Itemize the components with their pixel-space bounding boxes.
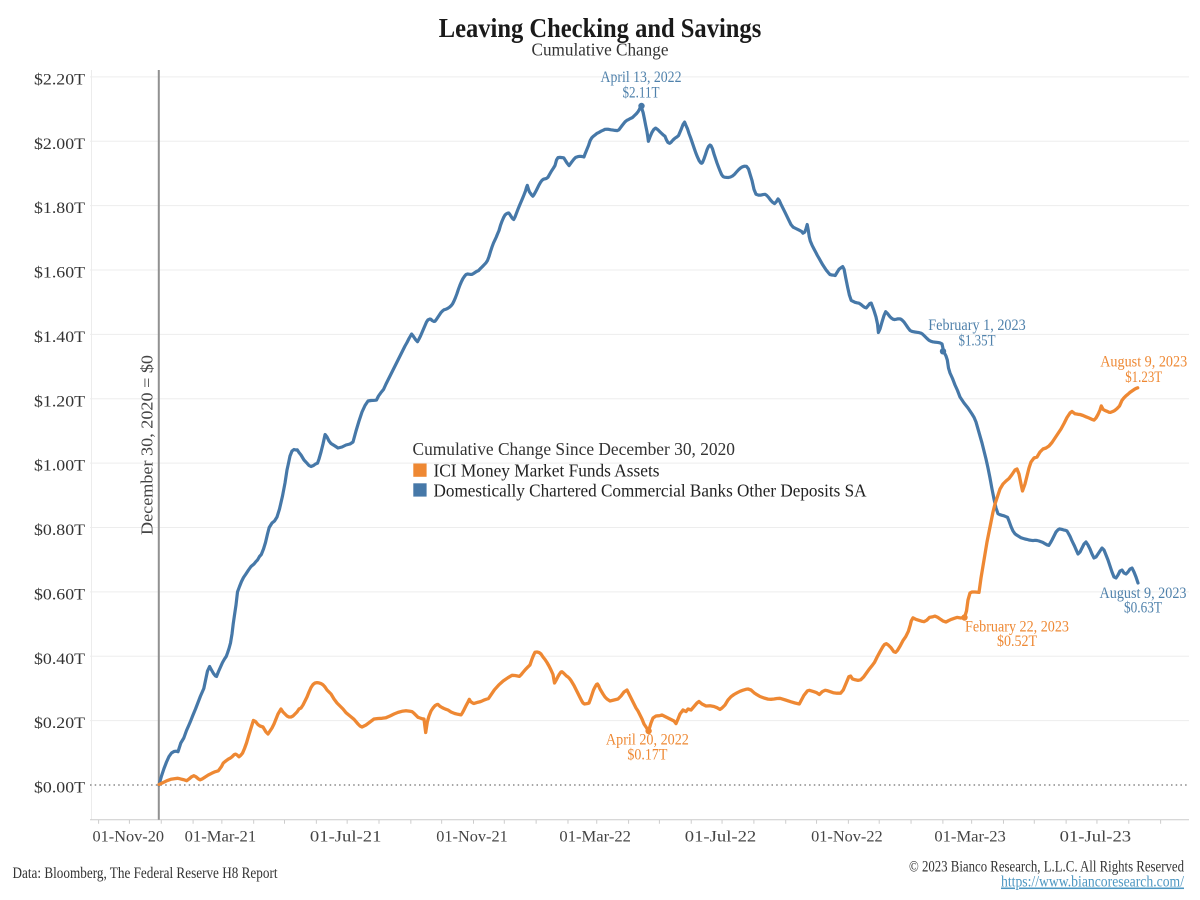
svg-text:$1.20T: $1.20T bbox=[34, 393, 85, 410]
svg-text:$0.17T: $0.17T bbox=[627, 746, 667, 763]
svg-text:$1.35T: $1.35T bbox=[959, 333, 996, 350]
svg-text:$1.00T: $1.00T bbox=[34, 458, 85, 475]
svg-text:February 22, 2023: February 22, 2023 bbox=[965, 619, 1069, 636]
svg-text:August 9, 2023: August 9, 2023 bbox=[1100, 354, 1187, 371]
svg-text:$1.60T: $1.60T bbox=[34, 265, 85, 282]
svg-text:Leaving Checking and Savings: Leaving Checking and Savings bbox=[439, 13, 762, 43]
svg-text:$0.60T: $0.60T bbox=[34, 586, 85, 603]
svg-text:01-Mar-21: 01-Mar-21 bbox=[185, 829, 257, 846]
svg-text:01-Nov-20: 01-Nov-20 bbox=[93, 829, 165, 846]
svg-text:01-Nov-22: 01-Nov-22 bbox=[811, 829, 883, 846]
svg-text:ICI Money Market Funds Assets: ICI Money Market Funds Assets bbox=[434, 461, 660, 481]
svg-text:Cumulative Change Since Decemb: Cumulative Change Since December 30, 202… bbox=[413, 439, 736, 459]
svg-text:December 30, 2020 = $0: December 30, 2020 = $0 bbox=[138, 355, 157, 535]
svg-text:$0.80T: $0.80T bbox=[34, 522, 85, 539]
svg-text:April 13, 2022: April 13, 2022 bbox=[601, 69, 682, 86]
svg-text:$0.63T: $0.63T bbox=[1124, 600, 1162, 617]
svg-text:$2.00T: $2.00T bbox=[34, 136, 85, 153]
svg-text:$0.40T: $0.40T bbox=[34, 651, 85, 668]
svg-text:01-Mar-23: 01-Mar-23 bbox=[934, 829, 1006, 846]
svg-text:$1.23T: $1.23T bbox=[1125, 369, 1162, 386]
svg-text:© 2023 Bianco Research, L.L.C.: © 2023 Bianco Research, L.L.C. All Right… bbox=[909, 859, 1184, 876]
svg-text:$0.00T: $0.00T bbox=[34, 780, 85, 797]
svg-text:April 20, 2022: April 20, 2022 bbox=[606, 732, 689, 749]
svg-text:01-Nov-21: 01-Nov-21 bbox=[436, 829, 508, 846]
svg-text:Data: Bloomberg, The Federal R: Data: Bloomberg, The Federal Reserve H8 … bbox=[13, 865, 279, 882]
svg-text:01-Jul-22: 01-Jul-22 bbox=[685, 829, 757, 846]
svg-text:February 1, 2023: February 1, 2023 bbox=[928, 317, 1026, 334]
svg-text:https://www.biancoresearch.com: https://www.biancoresearch.com/ bbox=[1001, 874, 1185, 891]
svg-text:01-Jul-23: 01-Jul-23 bbox=[1060, 829, 1132, 846]
svg-text:$2.20T: $2.20T bbox=[34, 71, 85, 88]
svg-text:$2.11T: $2.11T bbox=[623, 85, 660, 102]
svg-text:Cumulative Change: Cumulative Change bbox=[532, 40, 669, 60]
svg-text:01-Mar-22: 01-Mar-22 bbox=[559, 829, 631, 846]
svg-text:01-Jul-21: 01-Jul-21 bbox=[310, 829, 382, 846]
svg-text:$1.80T: $1.80T bbox=[34, 200, 85, 217]
svg-text:$1.40T: $1.40T bbox=[34, 329, 85, 346]
svg-text:Domestically Chartered Commerc: Domestically Chartered Commercial Banks … bbox=[434, 480, 867, 500]
svg-text:$0.20T: $0.20T bbox=[34, 715, 85, 732]
svg-text:August 9, 2023: August 9, 2023 bbox=[1100, 585, 1187, 602]
svg-text:$0.52T: $0.52T bbox=[997, 633, 1037, 650]
